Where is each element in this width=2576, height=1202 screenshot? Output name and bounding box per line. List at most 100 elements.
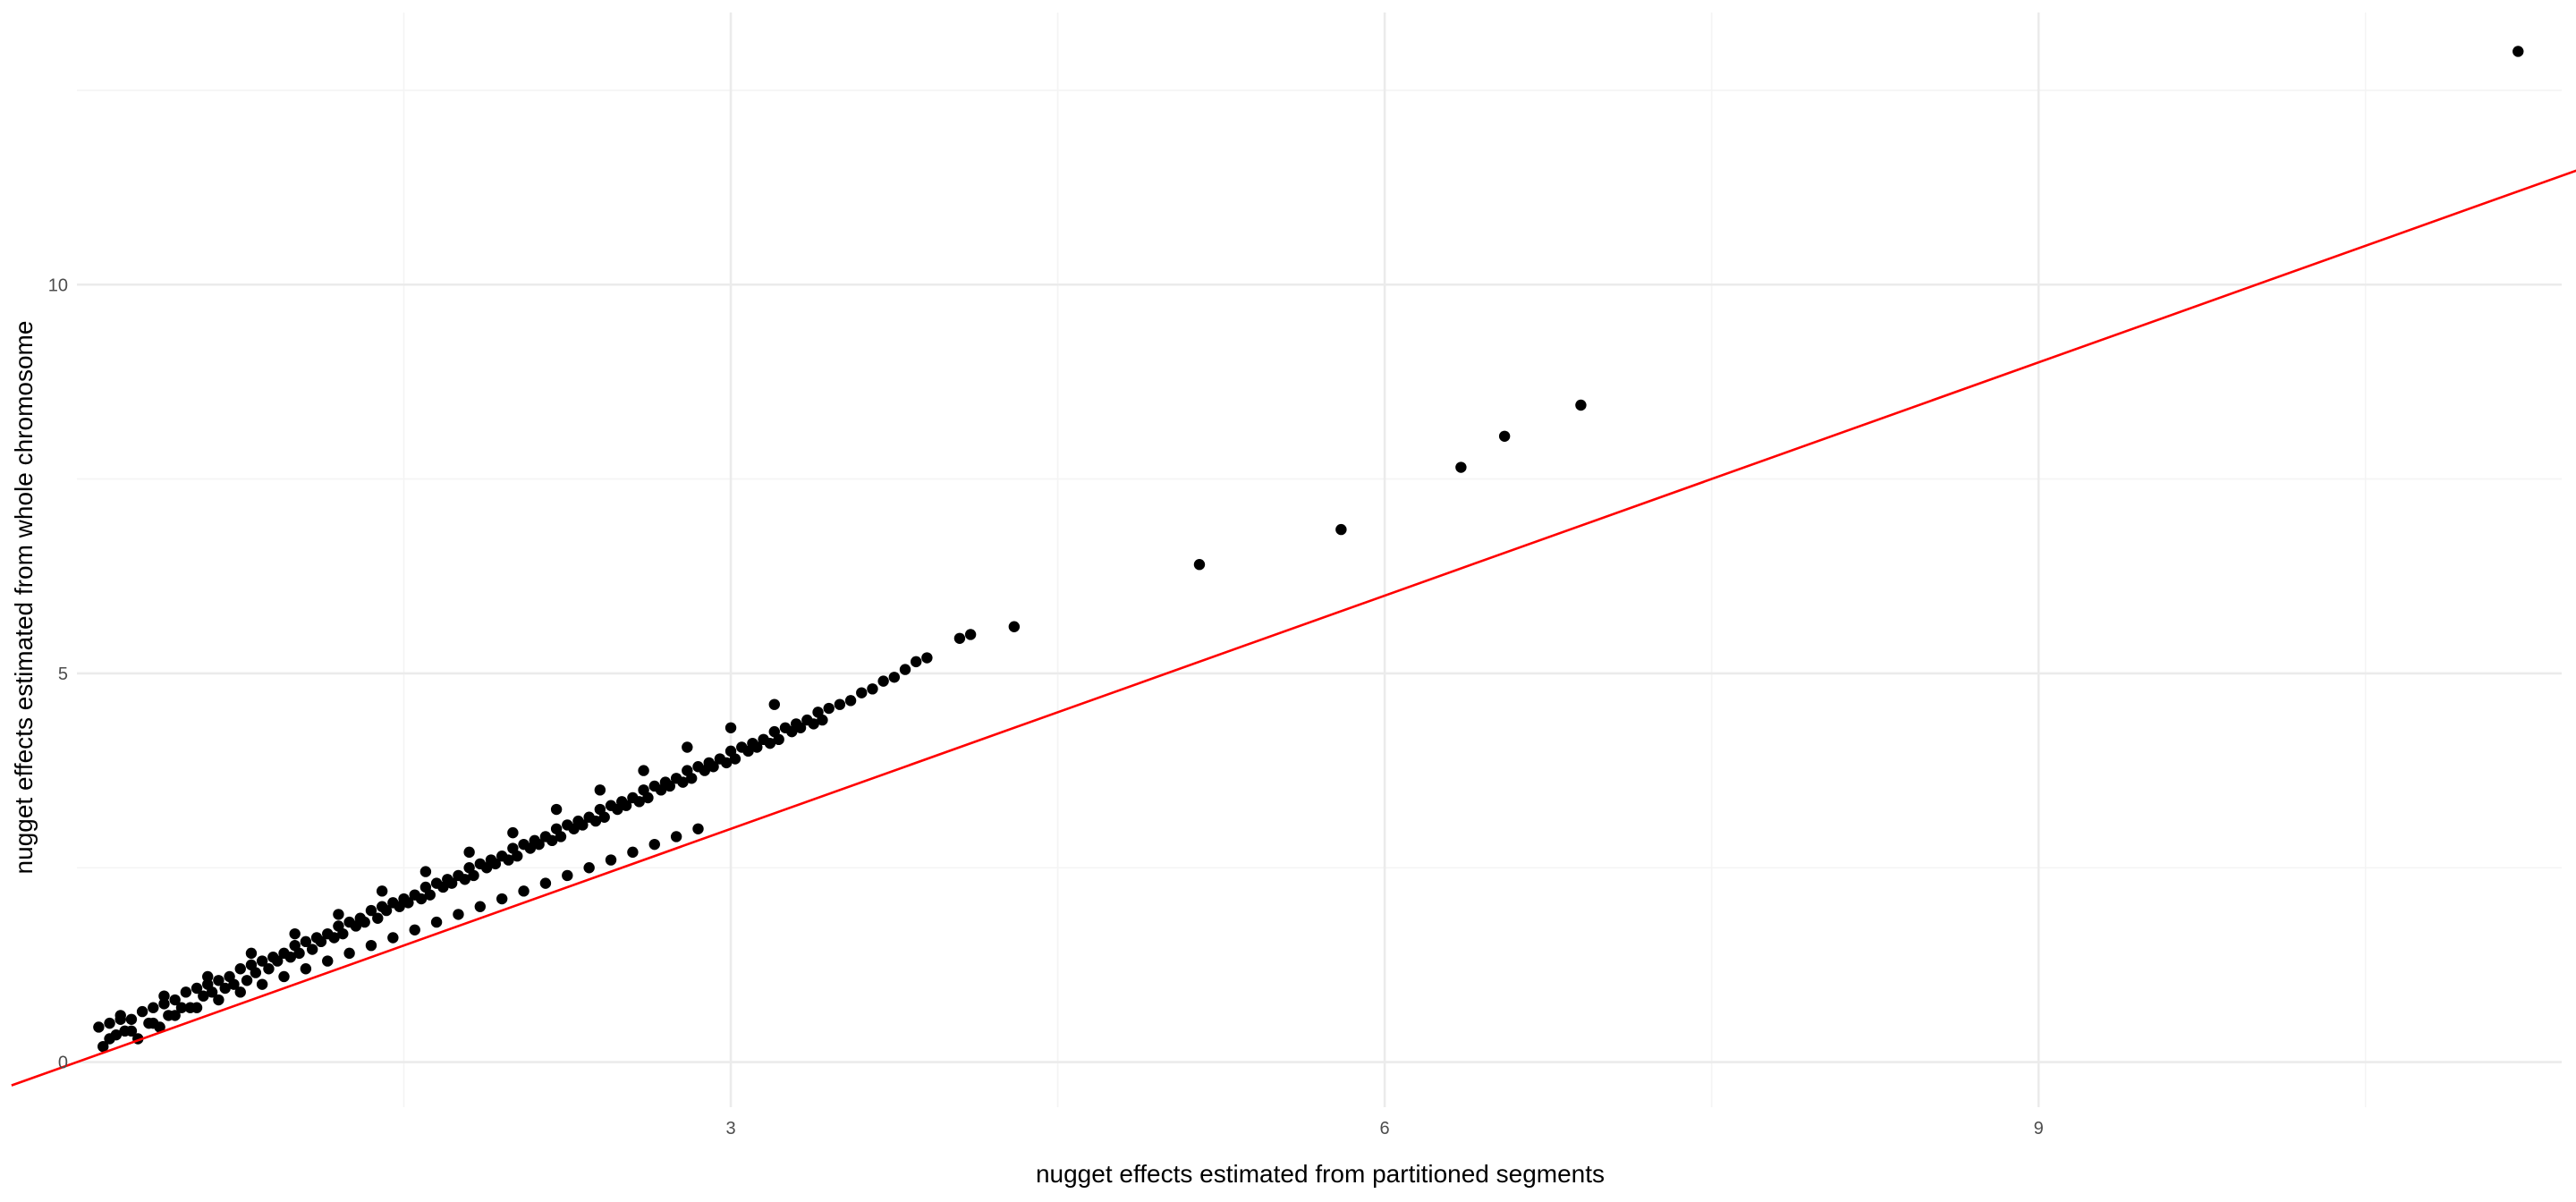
data-point (773, 733, 784, 746)
data-point (550, 803, 563, 816)
data-point (507, 826, 519, 839)
data-point (169, 994, 181, 1006)
tick-labels: 3 6 9 0 5 10 (48, 275, 2044, 1139)
data-point (219, 982, 231, 995)
y-tick-label: 5 (58, 664, 68, 684)
data-point (823, 702, 835, 715)
data-point (1455, 461, 1467, 473)
data-point (577, 819, 589, 831)
data-point (877, 675, 889, 687)
data-point (708, 761, 719, 773)
data-point (228, 978, 240, 990)
data-point (169, 1010, 181, 1021)
data-point (844, 695, 857, 707)
data-point (953, 632, 966, 645)
data-point (751, 741, 763, 753)
data-point (97, 1040, 109, 1053)
data-point (474, 901, 487, 912)
data-point (322, 955, 334, 967)
data-point (445, 877, 458, 889)
data-point (202, 970, 214, 983)
data-point (365, 904, 377, 917)
data-point (148, 1002, 159, 1013)
data-point (250, 967, 262, 978)
data-point (664, 780, 676, 792)
data-point (271, 955, 284, 967)
data-point (289, 927, 301, 940)
reference-line-group (11, 169, 2576, 1087)
grid-lines (77, 13, 2562, 1107)
data-point (104, 1033, 115, 1045)
data-point (627, 846, 639, 859)
data-point (158, 990, 170, 1002)
data-point (114, 1013, 126, 1025)
data-point (256, 978, 268, 990)
data-point (605, 854, 617, 866)
data-point (633, 796, 645, 808)
data-point (380, 904, 393, 917)
data-point (180, 986, 192, 998)
data-point (555, 831, 567, 842)
data-point (136, 1005, 148, 1018)
data-point (620, 800, 632, 811)
data-point (539, 877, 552, 889)
x-tick-label: 3 (725, 1119, 735, 1139)
data-point (241, 975, 253, 986)
data-point (817, 714, 828, 726)
data-point (213, 994, 225, 1006)
data-point (175, 1002, 188, 1013)
y-axis-title: nugget effects estimated from whole chro… (10, 321, 38, 875)
data-point (459, 874, 470, 885)
data-point (964, 629, 977, 640)
data-point (104, 1017, 115, 1029)
data-point (333, 909, 344, 920)
data-point (213, 975, 225, 986)
data-point (191, 1002, 203, 1013)
data-point (677, 776, 689, 788)
data-point (1335, 523, 1347, 536)
data-point (300, 963, 312, 975)
data-point (598, 811, 610, 823)
data-point (856, 687, 868, 698)
data-point (328, 932, 340, 944)
data-point (648, 838, 660, 851)
y-tick-label: 10 (48, 275, 68, 295)
data-point (343, 947, 355, 960)
data-point (888, 672, 901, 683)
data-point (1193, 559, 1206, 571)
data-point (794, 722, 807, 733)
data-point (372, 912, 384, 924)
data-point (293, 947, 305, 960)
data-point (430, 916, 443, 928)
data-point (692, 823, 704, 834)
data-point (1498, 430, 1511, 442)
data-point (419, 866, 432, 877)
data-point (93, 1021, 105, 1033)
data-point (234, 986, 246, 998)
data-point (453, 909, 464, 920)
data-point (729, 753, 741, 765)
data-point (808, 718, 819, 730)
data-point (387, 932, 399, 944)
data-point (206, 986, 218, 998)
data-point (245, 947, 258, 960)
data-point (768, 698, 780, 710)
data-point (468, 869, 479, 882)
data-point (234, 963, 246, 975)
data-point (496, 893, 508, 905)
data-point (583, 862, 595, 874)
data-point (256, 955, 268, 967)
x-tick-label: 6 (1380, 1119, 1390, 1139)
data-point (284, 952, 297, 963)
x-axis-title: nugget effects estimated from partitione… (1036, 1160, 1605, 1188)
data-point (191, 982, 203, 995)
data-point (415, 893, 428, 905)
data-point (518, 885, 530, 897)
data-point (125, 1025, 138, 1037)
data-point (376, 885, 388, 897)
data-point (642, 791, 654, 804)
data-point (720, 757, 733, 769)
data-point (670, 831, 682, 842)
